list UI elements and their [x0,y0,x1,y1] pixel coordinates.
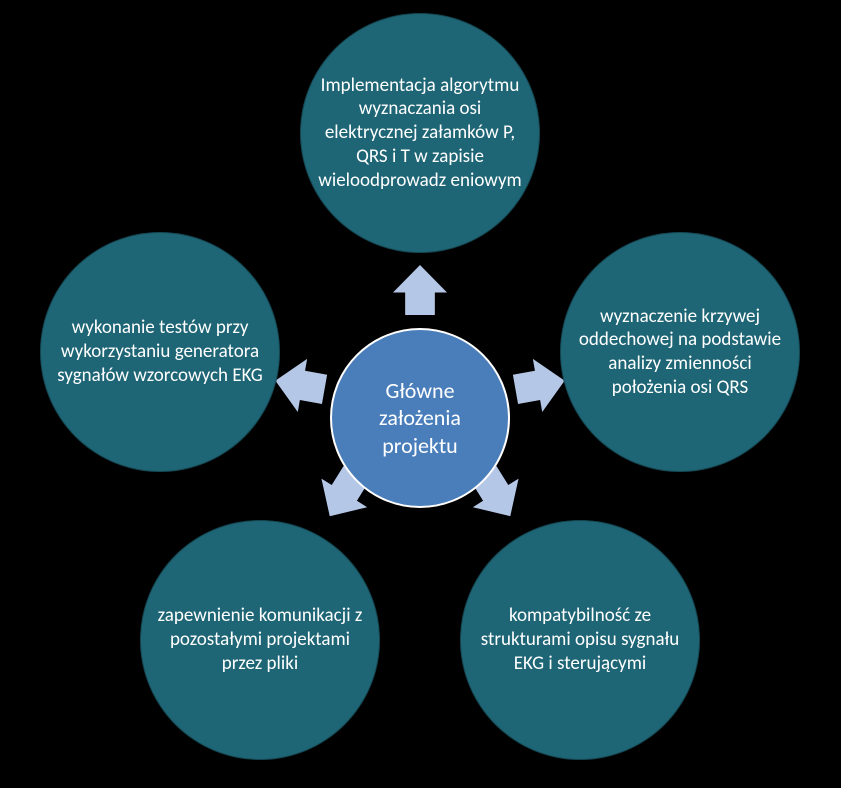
diagram-stage: Implementacja algorytmu wyznaczania osi … [0,0,841,788]
node-bottom-left: zapewnienie komunikacji z pozostałymi pr… [140,520,380,760]
node-bottom-right: kompatybilność ze strukturami opisu sygn… [460,520,700,760]
node-top: Implementacja algorytmu wyznaczania osi … [300,13,540,253]
center-label: Główne założenia projektu [348,377,492,460]
arrow-to-top [393,265,447,315]
arrow-to-left [271,354,330,416]
center-node: Główne założenia projektu [330,328,510,508]
node-left: wykonanie testów przy wykorzystaniu gene… [40,232,280,472]
node-label: wyznaczenie krzywej oddechowej na podsta… [576,305,784,400]
node-label: kompatybilność ze strukturami opisu sygn… [476,604,684,675]
node-label: zapewnienie komunikacji z pozostałymi pr… [156,604,364,675]
node-label: Implementacja algorytmu wyznaczania osi … [316,74,524,193]
node-right: wyznaczenie krzywej oddechowej na podsta… [560,232,800,472]
node-label: wykonanie testów przy wykorzystaniu gene… [56,316,264,387]
